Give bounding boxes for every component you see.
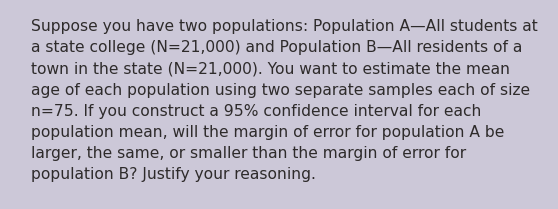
Text: Suppose you have two​ populations: Population A—All students at
a state college : Suppose you have two​ populations: Popul…: [31, 19, 537, 182]
